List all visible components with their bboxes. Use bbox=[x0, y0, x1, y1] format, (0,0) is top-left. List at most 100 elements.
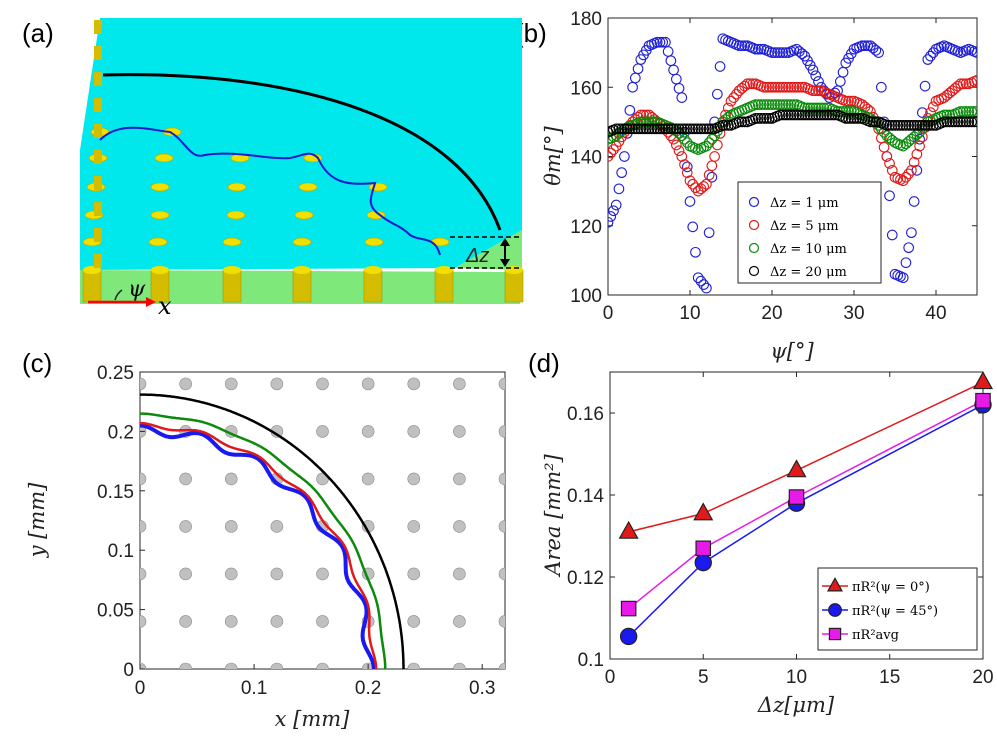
scatter-point bbox=[774, 81, 786, 93]
y-tick-label-b: 180 bbox=[570, 9, 602, 30]
scatter-point bbox=[788, 81, 800, 93]
scatter-point bbox=[739, 116, 751, 128]
scatter-point bbox=[657, 36, 669, 48]
x-tick-label-c: 0.3 bbox=[469, 678, 495, 699]
x-tick-label-c: 0.2 bbox=[355, 678, 381, 699]
scatter-point bbox=[654, 123, 666, 135]
scatter-point bbox=[881, 151, 893, 162]
scatter-point bbox=[793, 81, 805, 93]
post-dot bbox=[179, 662, 192, 669]
scatter-point bbox=[785, 109, 797, 121]
scatter-point bbox=[627, 123, 638, 135]
scatter-point bbox=[903, 119, 915, 131]
scatter-point bbox=[843, 106, 854, 117]
scatter-point bbox=[660, 123, 671, 135]
scatter-point bbox=[865, 116, 876, 128]
scatter-point bbox=[854, 113, 865, 124]
scatter-point bbox=[960, 78, 972, 90]
scatter-point bbox=[848, 113, 860, 124]
scatter-point bbox=[755, 43, 767, 55]
posts-group bbox=[82, 20, 524, 303]
scatter-point bbox=[736, 116, 748, 128]
scatter-point bbox=[772, 47, 783, 58]
scatter-point bbox=[772, 99, 783, 110]
scatter-point bbox=[766, 99, 778, 110]
scatter-point bbox=[802, 102, 813, 114]
scatter-point bbox=[807, 85, 819, 97]
scatter-point bbox=[780, 99, 792, 110]
scatter-point bbox=[635, 123, 647, 135]
scatter-point bbox=[668, 123, 679, 135]
scatter-point bbox=[610, 123, 622, 135]
scatter-point bbox=[780, 81, 792, 93]
x-axis-label-c: x [mm] bbox=[275, 707, 351, 731]
scatter-point bbox=[752, 99, 764, 110]
post-dot bbox=[140, 472, 147, 486]
post-dot bbox=[407, 520, 421, 533]
post-dot bbox=[270, 567, 284, 581]
post-dot bbox=[179, 472, 192, 486]
scatter-point bbox=[780, 109, 792, 121]
scatter-point bbox=[706, 171, 718, 183]
post-dot bbox=[179, 520, 192, 533]
y-tick-label-c: 0.2 bbox=[108, 422, 134, 443]
scatter-point bbox=[673, 123, 685, 135]
scatter-point bbox=[662, 123, 674, 135]
post-dot bbox=[498, 472, 505, 486]
scatter-point bbox=[777, 99, 789, 110]
scatter-point bbox=[755, 113, 767, 124]
scatter-point bbox=[922, 119, 934, 131]
scatter-point bbox=[736, 40, 748, 52]
scatter-point bbox=[613, 123, 625, 135]
marker-circle bbox=[619, 627, 638, 646]
scatter-point bbox=[856, 40, 868, 52]
y-axis-label-c: y [mm] bbox=[25, 482, 49, 559]
post-side bbox=[434, 269, 454, 303]
scatter-point bbox=[925, 119, 936, 131]
scatter-point bbox=[870, 116, 882, 128]
scatter-point bbox=[886, 119, 898, 131]
marker-square bbox=[828, 627, 842, 641]
scatter-point bbox=[744, 78, 756, 90]
legend-marker-b bbox=[748, 196, 760, 208]
post-top bbox=[148, 237, 168, 247]
post-top bbox=[226, 210, 246, 220]
post-dot bbox=[453, 615, 466, 628]
scatter-point bbox=[646, 116, 658, 128]
scatter-point bbox=[640, 123, 652, 135]
scatter-point bbox=[701, 123, 712, 135]
scatter-point bbox=[941, 116, 953, 128]
post-dot bbox=[179, 377, 192, 391]
scatter-point bbox=[717, 119, 729, 131]
dz-label: Δz bbox=[465, 245, 489, 267]
post-dot bbox=[224, 472, 238, 486]
x-tick-label-b: 40 bbox=[925, 303, 946, 324]
scatter-point bbox=[728, 92, 740, 103]
post-top bbox=[223, 266, 241, 274]
post-dot bbox=[453, 425, 466, 438]
scatter-point bbox=[884, 158, 895, 169]
scatter-point bbox=[897, 119, 909, 131]
y-tick-label-c: 0.25 bbox=[97, 363, 134, 384]
scatter-point bbox=[665, 123, 677, 135]
post-edge bbox=[94, 98, 102, 112]
scatter-point bbox=[785, 99, 797, 110]
scatter-point bbox=[750, 99, 761, 110]
post-dot bbox=[498, 520, 505, 533]
scatter-point bbox=[791, 81, 802, 93]
marker-triangle bbox=[786, 459, 807, 478]
post-dot bbox=[140, 377, 147, 391]
legend-marker-b bbox=[748, 242, 760, 254]
scatter-point bbox=[845, 95, 857, 107]
scatter-point bbox=[638, 116, 649, 128]
y-tick-label-c: 0.05 bbox=[97, 601, 134, 622]
x-tick-label-d: 15 bbox=[879, 667, 900, 688]
scatter-point bbox=[900, 257, 912, 269]
scatter-point bbox=[963, 116, 975, 128]
scatter-point bbox=[619, 151, 630, 162]
scatter-point bbox=[966, 106, 977, 117]
scatter-point bbox=[922, 54, 934, 65]
post-dot bbox=[498, 425, 505, 438]
post-dot bbox=[140, 520, 147, 533]
scatter-point bbox=[813, 102, 824, 114]
